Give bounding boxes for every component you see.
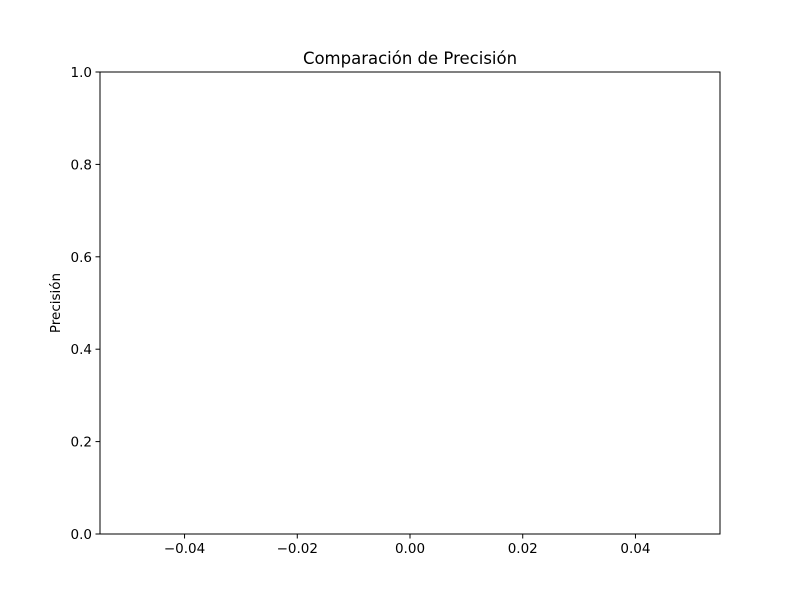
x-tick-label: −0.04 xyxy=(164,541,205,557)
x-tick-label: −0.02 xyxy=(277,541,318,557)
x-axis: −0.04 −0.02 0.00 0.02 0.04 xyxy=(164,534,650,557)
plot-area xyxy=(99,71,721,535)
x-tick-label: 0.02 xyxy=(508,541,538,557)
y-axis: 0.0 0.2 0.4 0.6 0.8 1.0 xyxy=(71,65,100,543)
x-tick-label: 0.00 xyxy=(395,541,425,557)
y-axis-label: Precisión xyxy=(48,273,64,333)
x-tick-label: 0.04 xyxy=(620,541,650,557)
y-tick-label: 1.0 xyxy=(71,65,92,81)
y-tick-label: 0.0 xyxy=(71,527,92,543)
y-tick-label: 0.2 xyxy=(71,435,92,451)
y-tick-label: 0.4 xyxy=(71,342,92,358)
y-tick-label: 0.6 xyxy=(71,250,92,266)
chart-title: Comparación de Precisión xyxy=(303,49,517,68)
y-tick-label: 0.8 xyxy=(71,157,92,173)
